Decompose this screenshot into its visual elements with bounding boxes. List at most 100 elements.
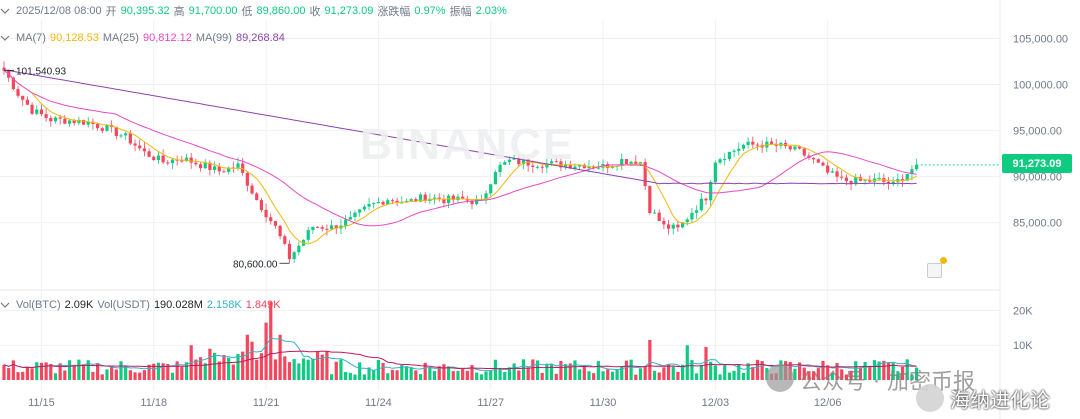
candle-body — [236, 163, 240, 168]
candle-body — [432, 197, 437, 199]
candle-body — [114, 126, 118, 137]
ma99-value: 89,268.84 — [235, 32, 285, 44]
volume-bar — [175, 361, 179, 380]
volume-bar — [142, 370, 146, 380]
volume-bar — [180, 366, 184, 380]
candle-body — [278, 225, 282, 237]
candle-body — [194, 162, 198, 165]
candle-body — [203, 162, 207, 169]
candle-body — [526, 159, 530, 166]
volume-bar — [479, 374, 483, 380]
candle-body — [156, 155, 161, 161]
candle-body — [81, 119, 86, 125]
volume-bar — [325, 351, 329, 380]
volume-bar — [629, 359, 633, 380]
close-label: 收 — [309, 6, 321, 18]
change-value: 0.97% — [414, 5, 446, 17]
candle-body — [170, 159, 175, 164]
candle-body — [854, 177, 858, 185]
volume-bar — [44, 362, 48, 380]
volume-bar — [699, 364, 703, 380]
volume-bar — [259, 353, 263, 380]
volume-bar — [367, 367, 371, 380]
volume-bar — [283, 356, 287, 380]
volume-bar — [124, 365, 128, 380]
close-value: 91,273.09 — [324, 5, 374, 17]
candle-body — [643, 162, 647, 187]
chart-grid — [0, 0, 1001, 419]
volume-bar — [830, 372, 834, 380]
candle-body — [840, 176, 844, 178]
candle-body — [189, 157, 193, 163]
candle-body — [409, 199, 413, 201]
candle-body — [629, 161, 633, 164]
open-value: 90,395.32 — [120, 5, 170, 17]
candle-body — [910, 169, 914, 175]
volume-bar — [241, 351, 245, 380]
candle-body — [798, 146, 802, 149]
ma7-value: 90,128.53 — [49, 32, 99, 44]
volume-bar — [273, 359, 278, 380]
candle-body — [484, 193, 488, 200]
candle-body — [16, 89, 20, 96]
volume-bar — [311, 358, 315, 380]
volume-bar — [297, 363, 301, 380]
candle-body — [849, 181, 853, 185]
volume-bar — [437, 366, 441, 380]
moving-averages — [3, 69, 917, 245]
volume-tick-label: 10K — [1013, 340, 1033, 352]
volume-bar — [727, 372, 731, 380]
vol-btc-value: 2.09K — [64, 299, 94, 311]
candle-body — [86, 121, 90, 125]
candle-body — [475, 199, 479, 205]
candle-body — [372, 203, 376, 205]
candle-body — [652, 212, 657, 214]
volume-bar — [531, 359, 535, 380]
volume-bar — [793, 368, 797, 380]
candle-body — [353, 212, 357, 217]
volume-bar — [105, 369, 109, 380]
volume-bar — [348, 372, 352, 380]
chevron-down-icon[interactable] — [0, 33, 10, 43]
candle-body — [507, 159, 512, 163]
candle-body — [255, 193, 259, 201]
calendar-icon[interactable] — [927, 263, 942, 278]
candle-body — [816, 159, 820, 163]
candle-body — [788, 146, 792, 150]
volume-bar — [751, 367, 755, 380]
volume-bar — [114, 369, 118, 380]
volume-bar — [100, 374, 104, 380]
candle-body — [681, 222, 685, 228]
candle-body — [676, 224, 680, 228]
volume-bar — [77, 359, 81, 380]
candle-body — [835, 171, 839, 177]
ma25-value: 90,812.12 — [142, 32, 192, 44]
site-logo-icon — [916, 384, 944, 412]
volume-bar — [535, 360, 540, 380]
amplitude-label: 振幅 — [449, 6, 472, 18]
candle-body — [227, 167, 231, 172]
volume-bar — [269, 301, 273, 380]
chevron-down-icon[interactable] — [0, 300, 10, 310]
open-label: 开 — [105, 6, 117, 18]
candle-body — [161, 155, 165, 163]
volume-bar — [339, 359, 343, 380]
volume-bar — [695, 373, 699, 380]
volume-bar — [278, 334, 282, 380]
candle-body — [334, 225, 338, 229]
volume-bar — [507, 367, 512, 380]
candle-body — [264, 209, 268, 218]
high-label: 高 — [173, 6, 185, 18]
candle-body — [573, 166, 577, 169]
candle-body — [105, 125, 109, 131]
candle-body — [241, 163, 245, 173]
volume-bar — [596, 361, 600, 380]
candle-body — [273, 221, 278, 226]
volume-bar — [690, 360, 694, 380]
candle-body — [545, 163, 549, 168]
volume-bar — [152, 363, 156, 380]
volume-bar — [91, 371, 95, 380]
volume-bar — [915, 367, 919, 380]
chevron-down-icon[interactable] — [0, 6, 10, 16]
